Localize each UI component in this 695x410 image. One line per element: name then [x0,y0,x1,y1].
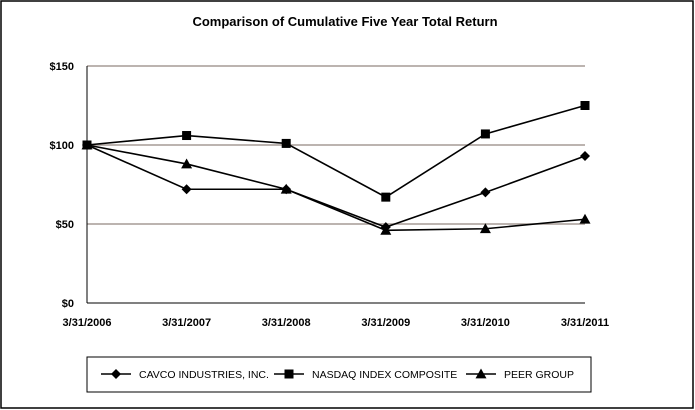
x-tick-label: 3/31/2010 [461,317,510,329]
data-point [480,129,490,139]
y-tick-labels: $0 $50 $100 $150 [50,61,74,310]
data-point [381,192,391,202]
series-lines [81,101,591,235]
legend-marker [284,369,294,379]
x-tick-labels: 3/31/2006 3/31/2007 3/31/2008 3/31/2009 3/31… [63,317,610,329]
legend-entry: PEER GROUP [466,368,574,381]
data-point [479,223,491,234]
y-tick-label: $50 [56,219,74,231]
data-point [181,158,193,169]
data-point [580,101,590,110]
y-tick-label: $100 [50,140,74,152]
x-tick-label: 3/31/2007 [162,317,211,329]
y-tick-label: $150 [50,61,74,73]
data-point [579,213,591,224]
series-triangle [81,139,591,235]
chart-title: Comparison of Cumulative Five Year Total… [192,14,497,29]
series-line [86,104,586,199]
y-tick-label: $0 [62,298,74,310]
data-point [480,187,491,198]
legend-marker [111,369,121,379]
x-tick-label: 3/31/2006 [63,317,112,329]
series-line [86,144,586,229]
x-tick-label: 3/31/2008 [262,317,311,329]
x-tick-label: 3/31/2009 [361,317,410,329]
x-tick-label: 3/31/2011 [561,317,609,329]
legend-box [86,356,592,393]
legend-label: NASDAQ INDEX COMPOSITE [312,369,457,381]
data-point [182,131,192,141]
legend: CAVCO INDUSTRIES, INC. NASDAQ INDEX COMPO… [86,356,592,393]
legend-entry: CAVCO INDUSTRIES, INC. [101,369,269,381]
data-point [281,138,291,148]
legend-label: CAVCO INDUSTRIES, INC. [139,369,269,381]
grid-lines [87,65,585,225]
legend-marker [475,368,487,379]
data-point [380,224,392,235]
data-point [181,184,192,195]
data-point [580,151,590,162]
legend-entry: NASDAQ INDEX COMPOSITE [274,369,457,381]
legend-label: PEER GROUP [504,369,574,381]
series-line [86,144,586,232]
data-point [81,139,93,150]
data-point [280,183,292,194]
